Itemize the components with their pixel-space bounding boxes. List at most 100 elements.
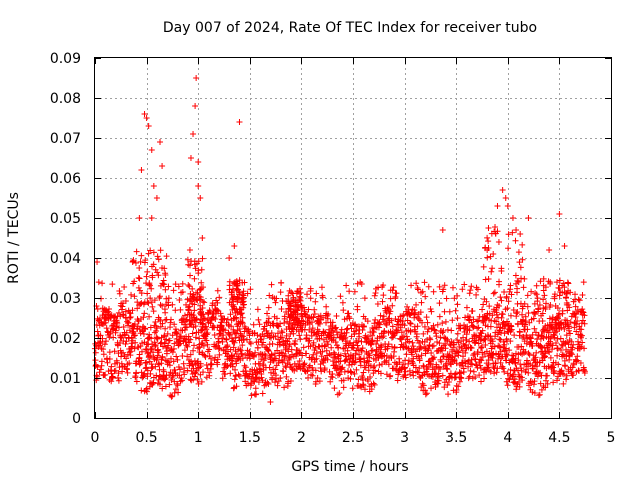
data-point — [477, 336, 484, 343]
data-point — [480, 263, 487, 270]
data-point — [451, 341, 458, 348]
data-point — [437, 366, 444, 373]
data-point — [410, 355, 417, 362]
data-point — [435, 380, 442, 387]
data-point — [400, 312, 407, 319]
data-point — [172, 386, 179, 393]
data-point — [236, 325, 243, 332]
data-point — [472, 374, 479, 381]
data-point — [233, 330, 240, 337]
data-point — [159, 163, 166, 169]
data-point — [455, 349, 462, 356]
data-point — [285, 348, 292, 355]
data-point — [365, 367, 372, 374]
data-point — [537, 278, 544, 285]
data-point — [152, 363, 159, 370]
data-point — [531, 390, 538, 397]
data-point — [232, 314, 239, 321]
data-point — [214, 356, 221, 363]
data-point — [557, 335, 564, 342]
data-point — [283, 298, 290, 305]
data-point — [247, 340, 254, 347]
data-point — [172, 307, 179, 314]
data-point — [284, 360, 291, 367]
data-point — [430, 322, 437, 329]
data-point — [432, 383, 439, 390]
data-point — [252, 385, 259, 392]
data-point — [519, 256, 526, 263]
data-point — [261, 333, 268, 340]
data-point — [208, 361, 215, 368]
data-point — [567, 319, 574, 326]
data-point — [342, 350, 349, 357]
data-point — [250, 377, 257, 384]
data-point — [116, 340, 123, 347]
data-point — [114, 320, 121, 327]
data-point — [241, 362, 248, 369]
data-point — [155, 272, 162, 279]
data-point — [574, 318, 581, 325]
data-point — [441, 308, 448, 315]
data-point — [409, 358, 416, 365]
data-point — [150, 183, 157, 189]
data-point — [514, 277, 521, 284]
data-point — [344, 347, 351, 354]
data-point — [407, 320, 414, 327]
data-point — [495, 239, 502, 246]
data-point — [439, 372, 446, 379]
data-point — [463, 331, 470, 338]
data-point — [371, 381, 378, 388]
data-point — [481, 296, 488, 303]
data-point — [198, 378, 205, 385]
data-point — [564, 279, 571, 286]
data-point — [448, 327, 455, 334]
data-point — [479, 327, 486, 334]
data-point — [296, 332, 303, 339]
data-point — [334, 365, 341, 372]
data-point — [567, 330, 574, 337]
data-point — [563, 332, 570, 339]
data-point — [563, 290, 570, 297]
data-point — [214, 361, 221, 368]
data-point — [120, 349, 127, 356]
data-point — [179, 280, 186, 287]
data-point — [490, 364, 497, 371]
data-point — [152, 266, 159, 273]
data-point — [418, 299, 425, 306]
data-point — [468, 344, 475, 351]
data-point — [186, 247, 193, 253]
data-point — [292, 338, 299, 345]
data-point — [467, 287, 474, 294]
data-point — [525, 369, 532, 376]
y-tick-label: 0.09 — [50, 51, 81, 67]
data-point — [297, 289, 304, 296]
data-point — [565, 341, 572, 348]
data-point — [351, 359, 358, 366]
data-point — [415, 286, 422, 293]
data-point — [389, 302, 396, 309]
data-point — [319, 294, 326, 301]
data-point — [309, 325, 316, 332]
data-point — [462, 349, 469, 356]
data-point — [331, 385, 338, 392]
data-point — [470, 352, 477, 359]
data-point — [174, 380, 181, 387]
data-point — [346, 315, 353, 322]
data-point — [497, 348, 504, 355]
data-point — [522, 348, 529, 355]
data-point — [272, 366, 279, 373]
data-point — [476, 372, 483, 379]
data-point — [163, 336, 170, 343]
data-point — [366, 352, 373, 359]
data-point — [154, 352, 161, 359]
data-point — [524, 326, 531, 333]
data-point — [255, 316, 262, 323]
data-point — [518, 365, 525, 372]
data-point — [147, 247, 154, 254]
data-point — [204, 341, 211, 348]
data-point — [206, 346, 213, 353]
data-point — [560, 380, 567, 387]
data-point — [132, 332, 139, 339]
data-point — [181, 371, 188, 378]
data-point — [265, 347, 272, 354]
